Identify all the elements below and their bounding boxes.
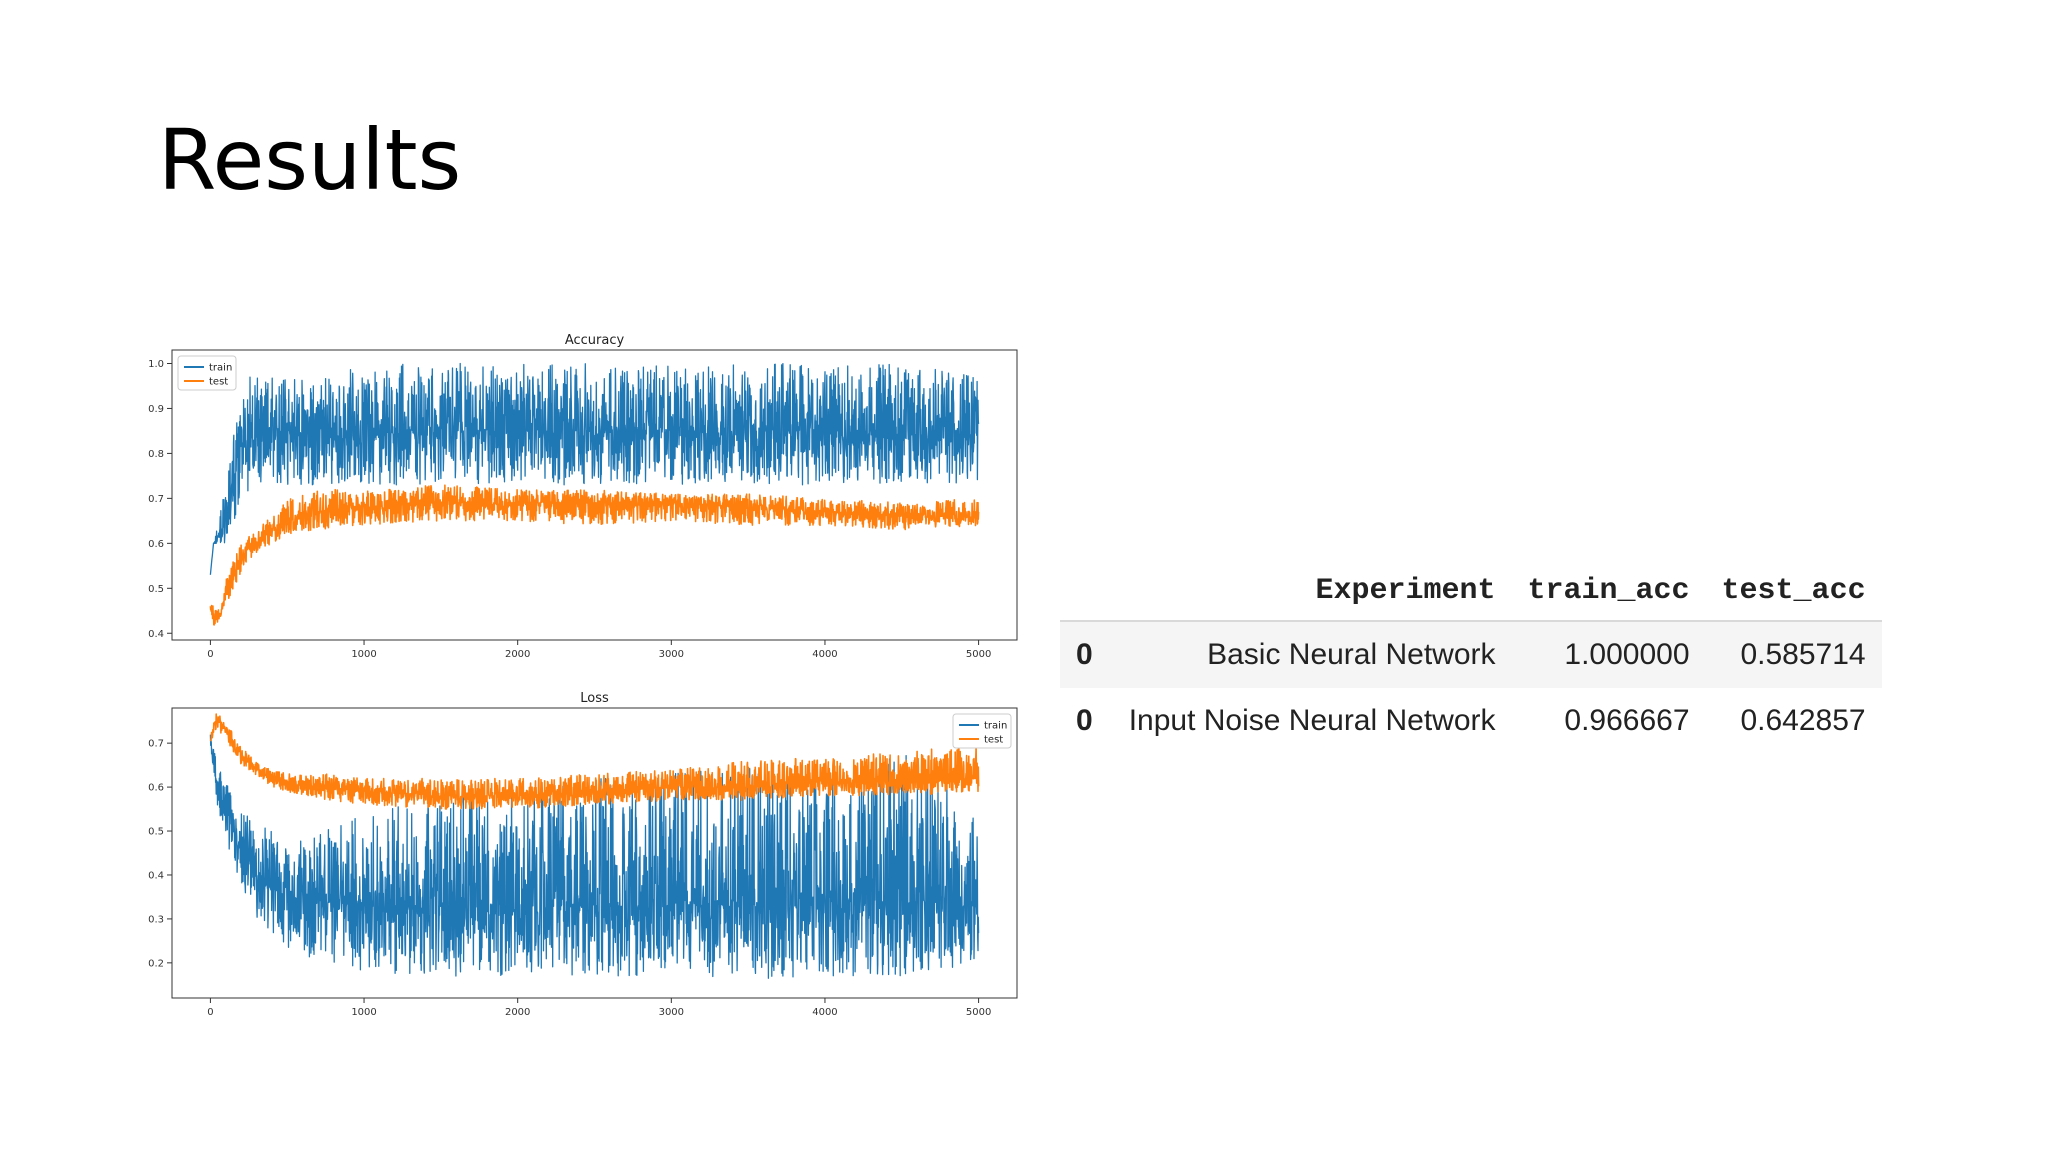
y-tick-label: 0.6 <box>148 783 164 794</box>
row-test-acc: 0.642857 <box>1740 704 1866 737</box>
x-tick-label: 5000 <box>966 649 991 660</box>
row-index: 0 <box>1076 638 1093 671</box>
table-header-test-acc: test_acc <box>1721 574 1866 608</box>
row-index: 0 <box>1076 704 1093 737</box>
y-tick-label: 0.6 <box>148 539 164 550</box>
x-tick-label: 3000 <box>659 1007 684 1018</box>
row-experiment: Input Noise Neural Network <box>1128 704 1496 737</box>
y-tick-label: 0.5 <box>148 827 164 838</box>
series-line-test <box>209 713 980 810</box>
x-tick-label: 2000 <box>505 649 530 660</box>
accuracy-chart: Accuracy 0 1000 2000 3000 4000 5000 0.4 0.5 0.6 0.… <box>148 333 1018 660</box>
table-header-index <box>1060 570 1113 621</box>
x-tick-label: 1000 <box>351 1007 376 1018</box>
y-tick-label: 0.9 <box>148 404 164 415</box>
x-tick-label: 3000 <box>659 649 684 660</box>
legend-label-test: test <box>209 377 228 388</box>
series-line-test <box>209 484 980 626</box>
x-tick-label: 0 <box>207 1007 213 1018</box>
row-test-acc: 0.585714 <box>1740 638 1866 671</box>
row-train-acc: 0.966667 <box>1564 704 1690 737</box>
table-header-train-acc: train_acc <box>1527 574 1690 608</box>
x-tick-label: 4000 <box>812 649 837 660</box>
x-tick-label: 0 <box>207 649 213 660</box>
y-tick-label: 0.5 <box>148 584 164 595</box>
y-tick-label: 0.3 <box>148 914 164 925</box>
legend-label-test: test <box>984 735 1003 746</box>
row-train-acc: 1.000000 <box>1564 638 1690 671</box>
x-tick-label: 2000 <box>505 1007 530 1018</box>
y-tick-label: 0.7 <box>148 494 164 505</box>
chart-title: Accuracy <box>565 333 625 348</box>
series-line-train <box>209 362 980 575</box>
x-tick-label: 5000 <box>966 1007 991 1018</box>
slide-title: Results <box>158 111 462 209</box>
x-tick-label: 1000 <box>351 649 376 660</box>
loss-chart: Loss 0 1000 2000 3000 4000 5000 0.2 0.3 0.4 0.5 0.6… <box>148 691 1018 1018</box>
table-row: 0 Basic Neural Network 1.000000 0.585714 <box>1060 621 1882 688</box>
table-row: 0 Input Noise Neural Network 0.966667 0.… <box>1060 688 1882 754</box>
chart-title: Loss <box>580 691 609 706</box>
y-tick-label: 0.4 <box>148 629 164 640</box>
y-tick-label: 0.8 <box>148 449 164 460</box>
results-table: Experiment train_acc test_acc 0 Basic Ne… <box>1060 570 1882 754</box>
legend-label-train: train <box>209 363 232 374</box>
y-tick-label: 0.2 <box>148 958 164 969</box>
plot-frame <box>171 707 1018 999</box>
table-header-experiment: Experiment <box>1315 574 1496 608</box>
x-tick-label: 4000 <box>812 1007 837 1018</box>
y-tick-label: 0.4 <box>148 870 164 881</box>
series-line-train <box>209 734 980 979</box>
y-tick-label: 0.7 <box>148 739 164 750</box>
table-header-row: Experiment train_acc test_acc <box>1060 570 1882 621</box>
plot-frame <box>171 349 1018 641</box>
row-experiment: Basic Neural Network <box>1207 638 1496 671</box>
legend-label-train: train <box>984 721 1007 732</box>
y-tick-label: 1.0 <box>148 359 164 370</box>
